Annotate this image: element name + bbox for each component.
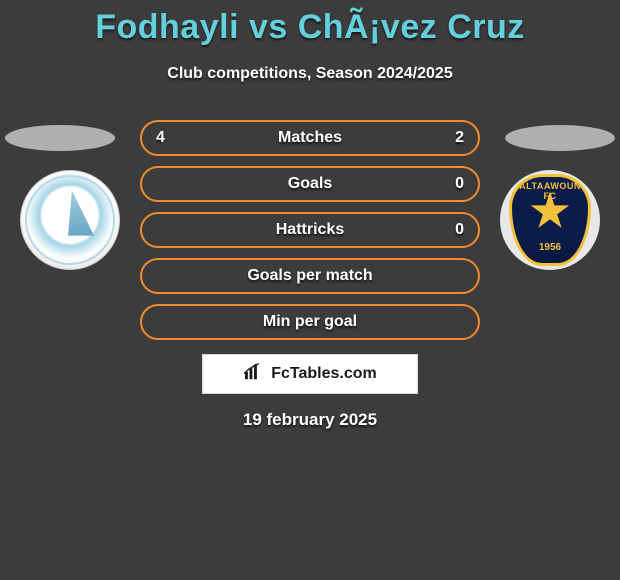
stat-row-goals: Goals 0: [140, 166, 480, 202]
stat-label: Goals per match: [247, 267, 372, 285]
stat-label: Matches: [278, 129, 342, 147]
stat-left-value: 4: [156, 129, 165, 147]
player-oval-right: [505, 125, 615, 151]
footer-date: 19 february 2025: [0, 410, 620, 430]
stats-panel: 4 Matches 2 Goals 0 Hattricks 0 Goals pe…: [140, 120, 480, 350]
stat-right-value: 0: [455, 221, 464, 239]
club-badge-left: [20, 170, 120, 270]
stat-right-value: 0: [455, 175, 464, 193]
page-title: Fodhayli vs ChÃ¡vez Cruz: [0, 0, 620, 47]
fctables-link[interactable]: FcTables.com: [202, 354, 418, 394]
stat-row-matches: 4 Matches 2: [140, 120, 480, 156]
club-badge-right: ALTAAWOUN FC 1956: [500, 170, 600, 270]
stat-right-value: 2: [455, 129, 464, 147]
player-oval-left: [5, 125, 115, 151]
stat-label: Goals: [288, 175, 332, 193]
stat-label: Min per goal: [263, 313, 357, 331]
bar-chart-icon: [243, 363, 265, 386]
stat-label: Hattricks: [276, 221, 344, 239]
badge-right-toptext: ALTAAWOUN FC: [512, 181, 588, 201]
fctables-label: FcTables.com: [271, 365, 377, 383]
stat-row-hattricks: Hattricks 0: [140, 212, 480, 248]
stat-row-goals-per-match: Goals per match: [140, 258, 480, 294]
badge-right-year: 1956: [512, 242, 588, 253]
stat-row-min-per-goal: Min per goal: [140, 304, 480, 340]
page-subtitle: Club competitions, Season 2024/2025: [0, 65, 620, 83]
